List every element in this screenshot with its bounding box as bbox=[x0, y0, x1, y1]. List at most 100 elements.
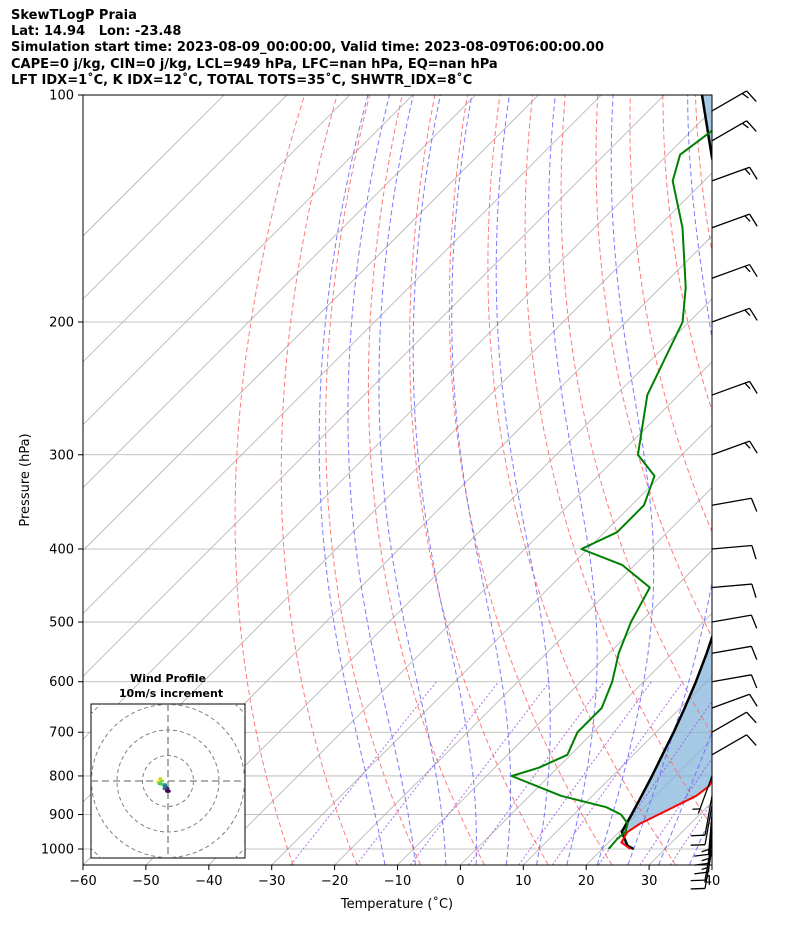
cin-shading bbox=[621, 95, 712, 849]
x-tick-label: −40 bbox=[195, 874, 222, 889]
moist-adiabat bbox=[495, 95, 551, 865]
wind-barb bbox=[711, 674, 758, 689]
hodograph-inset: Wind Profile 10m/s increment bbox=[90, 672, 246, 859]
dry-adiabat bbox=[728, 95, 794, 865]
isotherm-line bbox=[208, 361, 712, 865]
hodograph-title: Wind Profile bbox=[130, 672, 206, 685]
moist-adiabat bbox=[378, 95, 447, 865]
wind-barb bbox=[711, 380, 758, 396]
wind-barb bbox=[711, 645, 758, 660]
x-tick-label: −10 bbox=[384, 874, 411, 889]
mixing-ratio-line bbox=[290, 681, 437, 865]
dry-adiabat bbox=[280, 95, 358, 865]
wind-barb bbox=[692, 775, 713, 814]
cape-fill-layer bbox=[621, 95, 712, 849]
x-tick-label: −50 bbox=[132, 874, 159, 889]
chart-title: SkewTLogP Praia bbox=[11, 8, 137, 23]
isotherm-line bbox=[83, 95, 602, 614]
dry-adiabat bbox=[761, 95, 794, 865]
y-tick-label: 100 bbox=[49, 89, 74, 104]
wind-barb bbox=[711, 734, 757, 756]
wind-barb bbox=[694, 814, 713, 857]
y-tick-label: 1000 bbox=[41, 843, 74, 858]
wind-barb bbox=[711, 120, 757, 142]
dewpoint-line bbox=[510, 129, 712, 850]
x-tick-label: 20 bbox=[578, 874, 595, 889]
moist-adiabat bbox=[627, 95, 712, 865]
dry-adiabat bbox=[325, 95, 422, 865]
moist-adiabat bbox=[347, 95, 416, 865]
indices-line: LFT IDX=1˚C, K IDX=12˚C, TOTAL TOTS=35˚C… bbox=[11, 72, 473, 88]
mixing-ratio-line bbox=[551, 681, 684, 865]
y-tick-label: 500 bbox=[49, 616, 74, 631]
series-layer bbox=[510, 95, 712, 851]
dry-adiabat bbox=[595, 95, 712, 639]
mixing-ratio-line bbox=[518, 681, 652, 865]
wind-barb bbox=[690, 805, 713, 846]
isotherm-line bbox=[334, 487, 712, 865]
moist-adiabat bbox=[548, 95, 598, 865]
time-line: Simulation start time: 2023-08-09_00:00:… bbox=[11, 40, 604, 56]
dry-adiabat bbox=[234, 95, 305, 865]
isotherm-line bbox=[83, 95, 413, 426]
y-tick-label: 800 bbox=[49, 769, 74, 784]
hodograph-plot bbox=[91, 704, 245, 858]
x-tick-label: −30 bbox=[258, 874, 285, 889]
header: SkewTLogP Praia Lat: 14.94 Lon: -23.48 S… bbox=[11, 8, 604, 89]
isotherm-line bbox=[397, 549, 712, 865]
parcel-profile-line bbox=[620, 95, 712, 851]
isotherm-line bbox=[145, 298, 712, 865]
x-axis-label: Temperature (˚C) bbox=[340, 896, 453, 912]
moist-adiabat bbox=[658, 730, 712, 865]
wind-barb bbox=[711, 166, 758, 182]
y-tick-label: 600 bbox=[49, 675, 74, 690]
cape-line: CAPE=0 j/kg, CIN=0 j/kg, LCL=949 hPa, LF… bbox=[11, 56, 498, 72]
isotherm-line bbox=[83, 95, 539, 552]
y-tick-label: 900 bbox=[49, 808, 74, 823]
moist-adiabat bbox=[451, 95, 512, 865]
isotherm-line bbox=[83, 95, 225, 237]
temperature-line bbox=[620, 778, 712, 850]
dry-adiabat bbox=[560, 95, 712, 736]
wind-barb bbox=[711, 263, 758, 279]
y-tick-label: 300 bbox=[49, 448, 74, 463]
x-tick-label: 30 bbox=[641, 874, 658, 889]
y-tick-label: 200 bbox=[49, 315, 74, 330]
x-tick-label: 0 bbox=[456, 874, 464, 889]
wind-barb bbox=[711, 90, 757, 112]
isotherm-line bbox=[460, 612, 712, 865]
dry-adiabat bbox=[487, 95, 677, 865]
isotherm-line bbox=[711, 864, 712, 865]
wind-barb bbox=[711, 693, 758, 709]
x-tick-label: −60 bbox=[69, 874, 96, 889]
hodograph-subtitle: 10m/s increment bbox=[119, 687, 223, 700]
mixing-ratio-line bbox=[669, 800, 712, 865]
isotherm-line bbox=[523, 675, 712, 865]
y-axis-label: Pressure (hPa) bbox=[18, 433, 33, 526]
y-tick-label: 700 bbox=[49, 726, 74, 741]
wind-barbs bbox=[690, 90, 758, 890]
isotherm-line bbox=[271, 424, 712, 865]
dry-adiabat bbox=[409, 95, 549, 865]
isotherm-line bbox=[83, 95, 351, 363]
wind-barb bbox=[711, 213, 758, 229]
location-line: Lat: 14.94 Lon: -23.48 bbox=[11, 24, 182, 40]
x-tick-label: 40 bbox=[704, 874, 721, 889]
wind-barb bbox=[711, 614, 758, 629]
wind-barb bbox=[711, 307, 758, 323]
dry-adiabat bbox=[662, 95, 712, 413]
wind-barb bbox=[694, 823, 713, 866]
wind-barb bbox=[711, 711, 757, 733]
mixing-ratio-line bbox=[639, 757, 712, 865]
adiabat-layer bbox=[234, 95, 794, 865]
moist-adiabat bbox=[318, 95, 386, 865]
wind-barb bbox=[711, 497, 758, 512]
moist-adiabat bbox=[412, 95, 477, 865]
tick-layer: −60 −50 −40 −30 −20 −10 0 10 20 30 40 100 200 300 400 5… bbox=[41, 89, 720, 890]
x-tick-label: −20 bbox=[321, 874, 348, 889]
dry-adiabat bbox=[524, 95, 712, 828]
y-tick-label: 400 bbox=[49, 542, 74, 557]
wind-barb bbox=[711, 583, 757, 598]
isotherm-line bbox=[83, 109, 712, 740]
